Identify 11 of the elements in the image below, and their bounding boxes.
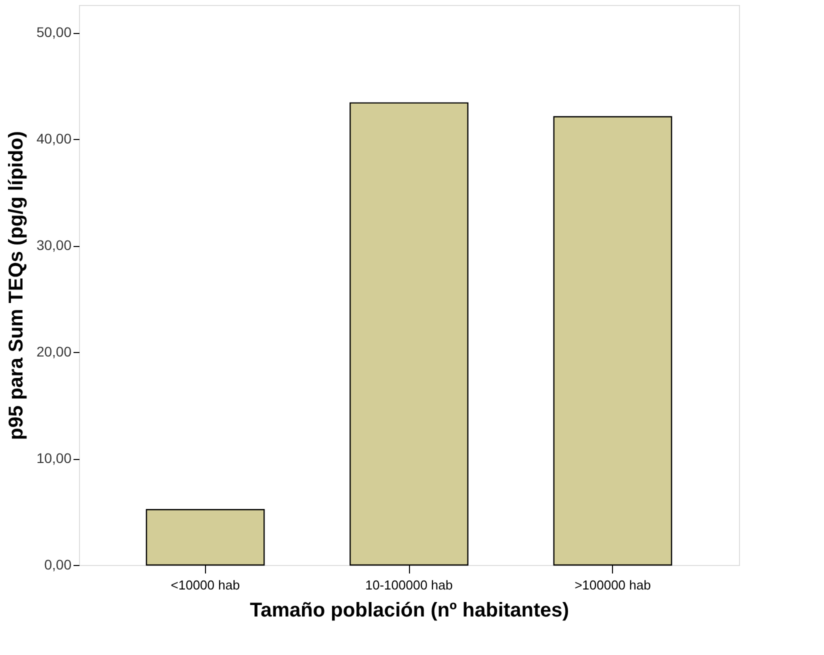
x-tick-label: 10-100000 hab [365, 578, 453, 592]
y-axis-title: p95 para Sum TEQs (pg/g lípido) [5, 131, 28, 440]
y-tick-label: 0,00 [44, 556, 72, 572]
y-tick-label: 40,00 [36, 130, 72, 147]
x-axis-title: Tamaño población (nº habitantes) [250, 600, 570, 622]
x-tick-label: >100000 hab [574, 578, 651, 592]
y-tick-label: 10,00 [36, 450, 72, 466]
x-tick-label: <10000 hab [170, 578, 240, 592]
y-tick-label: 30,00 [36, 237, 72, 254]
y-tick-label: 50,00 [36, 24, 72, 40]
y-tick-label: 20,00 [36, 344, 72, 360]
